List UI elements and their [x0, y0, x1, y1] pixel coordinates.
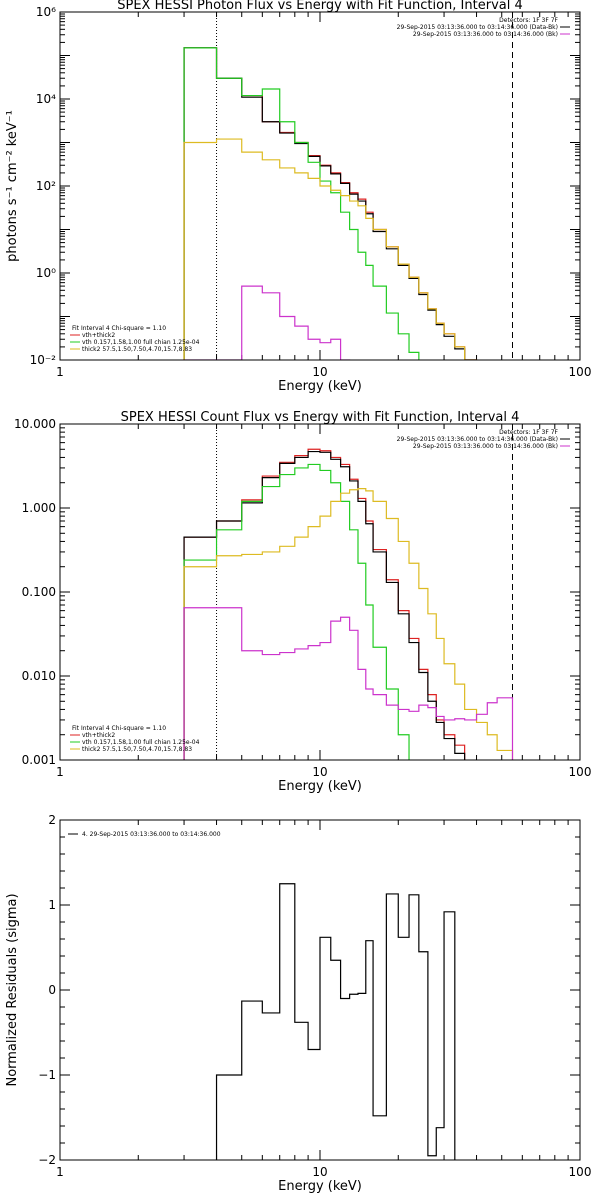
series-line-thick2 — [183, 488, 514, 760]
chart-title: SPEX HESSI Photon Flux vs Energy with Fi… — [117, 0, 523, 13]
y-tick-label: 0.001 — [22, 753, 56, 767]
y-tick-label: 2 — [48, 813, 56, 827]
legend-entry: Detectors: 1F 3F 7F — [499, 429, 558, 436]
series-line-vth-plus-thick2 — [183, 47, 478, 360]
legend-entry: thick2 57.5,1.50,7.50,4.70,15.7,8.83 — [82, 346, 192, 353]
legend-entry: 29-Sep-2015 03:13:36.000 to 03:14:36.000… — [413, 443, 558, 450]
legend-entry: vth 0.157,1.58,1.00 full chian 1.25e-04 — [82, 339, 200, 346]
y-axis: 0.001 0.010 0.100 1.000 10.000 — [14, 417, 580, 767]
legend-entry: Detectors: 1F 3F 7F — [499, 17, 558, 24]
series-line-data — [183, 47, 478, 360]
y-tick-label: 1 — [48, 898, 56, 912]
legend-entry: 29-Sep-2015 03:13:36.000 to 03:14:36.000… — [397, 436, 558, 443]
y-tick-label: 10⁶ — [36, 5, 56, 19]
y-axis: −2 −1 0 1 2 — [38, 813, 580, 1167]
y-tick-label: 1.000 — [22, 501, 56, 515]
x-axis: 1 10 100 — [56, 12, 591, 379]
x-axis-label: Energy (keV) — [278, 779, 362, 794]
series-line-data — [215, 883, 456, 1160]
x-axis: 1 10 100 — [56, 424, 591, 779]
legend-entry: 29-Sep-2015 03:13:36.000 to 03:14:36.000… — [397, 24, 558, 31]
x-tick-label: 10 — [312, 765, 327, 779]
x-tick-label: 1 — [56, 365, 64, 379]
legend-bottom-left: Fit Interval 4 Chi-square = 1.10vth+thic… — [70, 725, 200, 753]
legend-entry: vth 0.157,1.58,1.00 full chian 1.25e-04 — [82, 739, 200, 746]
x-tick-label: 100 — [569, 765, 592, 779]
series-group — [215, 883, 456, 1160]
y-tick-label: 0 — [48, 983, 56, 997]
x-axis: 1 10 100 — [56, 820, 591, 1179]
y-tick-label: 10² — [36, 179, 56, 193]
y-tick-label: 0.100 — [22, 585, 56, 599]
y-axis: 10⁻² 10⁰ 10² 10⁴ 10⁶ — [30, 5, 580, 367]
x-tick-label: 10 — [312, 1165, 327, 1179]
x-tick-label: 1 — [56, 1165, 64, 1179]
x-tick-label: 10 — [312, 365, 327, 379]
y-tick-label: 10⁻² — [30, 353, 57, 367]
y-tick-label: 10⁰ — [36, 266, 56, 280]
legend-entry: vth+thick2 — [82, 332, 115, 339]
y-tick-label: 10⁴ — [36, 92, 56, 106]
series-line-Bk — [183, 607, 514, 760]
x-tick-label: 100 — [569, 1165, 592, 1179]
plot-frame — [59, 423, 581, 761]
y-tick-label: −1 — [38, 1068, 56, 1082]
y-axis-label: photons s⁻¹ cm⁻² keV⁻¹ — [5, 110, 20, 262]
x-tick-label: 100 — [569, 365, 592, 379]
legend-entry: Fit Interval 4 Chi-square = 1.10 — [72, 325, 166, 332]
chart-title: SPEX HESSI Count Flux vs Energy with Fit… — [121, 410, 520, 425]
x-axis-label: Energy (keV) — [278, 1179, 362, 1194]
series-line-thick2 — [183, 138, 478, 360]
series-line-Bk — [183, 285, 351, 360]
residuals-chart: 1 10 100 Energy (keV) −2 −1 0 1 2 Normalized Resi… — [5, 813, 591, 1194]
plot-frame — [59, 11, 581, 361]
legend-entry: 29-Sep-2015 03:13:36.000 to 03:14:36.000… — [413, 31, 558, 38]
series-line-vth — [183, 463, 410, 760]
y-tick-label: 0.010 — [22, 669, 56, 683]
legend-top-left: 4. 29-Sep-2015 03:13:36.000 to 03:14:36.… — [68, 831, 221, 838]
y-tick-label: 10.000 — [14, 417, 56, 431]
series-line-data — [183, 450, 466, 760]
plot-frame — [59, 819, 581, 1161]
legend-entry: thick2 57.5,1.50,7.50,4.70,15.7,8.83 — [82, 746, 192, 753]
legend-entry: vth+thick2 — [82, 732, 115, 739]
legend-entry: Fit Interval 4 Chi-square = 1.10 — [72, 725, 166, 732]
x-axis-label: Energy (keV) — [278, 379, 362, 394]
y-tick-label: −2 — [38, 1153, 56, 1167]
series-group — [183, 47, 478, 360]
series-line-vth — [183, 47, 420, 360]
count-flux-chart: SPEX HESSI Count Flux vs Energy with Fit… — [14, 410, 591, 794]
y-axis-label: Normalized Residuals (sigma) — [5, 893, 20, 1086]
legend-entry: 4. 29-Sep-2015 03:13:36.000 to 03:14:36.… — [82, 831, 221, 838]
photon-flux-chart: SPEX HESSI Photon Flux vs Energy with Fi… — [5, 0, 591, 394]
series-group — [183, 448, 514, 760]
legend-bottom-left: Fit Interval 4 Chi-square = 1.10vth+thic… — [70, 325, 200, 353]
x-tick-label: 1 — [56, 765, 64, 779]
